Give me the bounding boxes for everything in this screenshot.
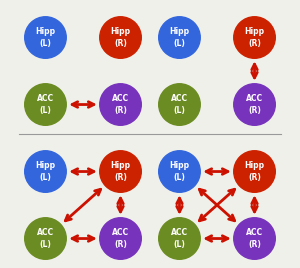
Text: ACC
(L): ACC (L): [171, 228, 188, 249]
Circle shape: [100, 151, 141, 192]
Text: Hipp
(R): Hipp (R): [244, 28, 265, 48]
Text: ACC
(R): ACC (R): [112, 95, 129, 115]
Circle shape: [234, 17, 275, 58]
Circle shape: [234, 218, 275, 259]
Circle shape: [25, 218, 66, 259]
Circle shape: [100, 218, 141, 259]
Text: ACC
(L): ACC (L): [37, 95, 54, 115]
Text: Hipp
(R): Hipp (R): [244, 161, 265, 182]
Circle shape: [159, 17, 200, 58]
Text: Hipp
(L): Hipp (L): [169, 28, 190, 48]
Circle shape: [159, 218, 200, 259]
Circle shape: [25, 151, 66, 192]
Text: ACC
(L): ACC (L): [171, 95, 188, 115]
Circle shape: [234, 151, 275, 192]
Circle shape: [100, 84, 141, 125]
Text: Hipp
(L): Hipp (L): [35, 161, 56, 182]
Circle shape: [159, 84, 200, 125]
Text: Hipp
(L): Hipp (L): [169, 161, 190, 182]
Text: Hipp
(R): Hipp (R): [110, 28, 130, 48]
Circle shape: [234, 84, 275, 125]
Circle shape: [25, 84, 66, 125]
Text: ACC
(L): ACC (L): [37, 228, 54, 249]
Text: ACC
(R): ACC (R): [112, 228, 129, 249]
Circle shape: [159, 151, 200, 192]
Text: ACC
(R): ACC (R): [246, 95, 263, 115]
Circle shape: [25, 17, 66, 58]
Text: ACC
(R): ACC (R): [246, 228, 263, 249]
Text: Hipp
(L): Hipp (L): [35, 28, 56, 48]
Circle shape: [100, 17, 141, 58]
Text: Hipp
(R): Hipp (R): [110, 161, 130, 182]
